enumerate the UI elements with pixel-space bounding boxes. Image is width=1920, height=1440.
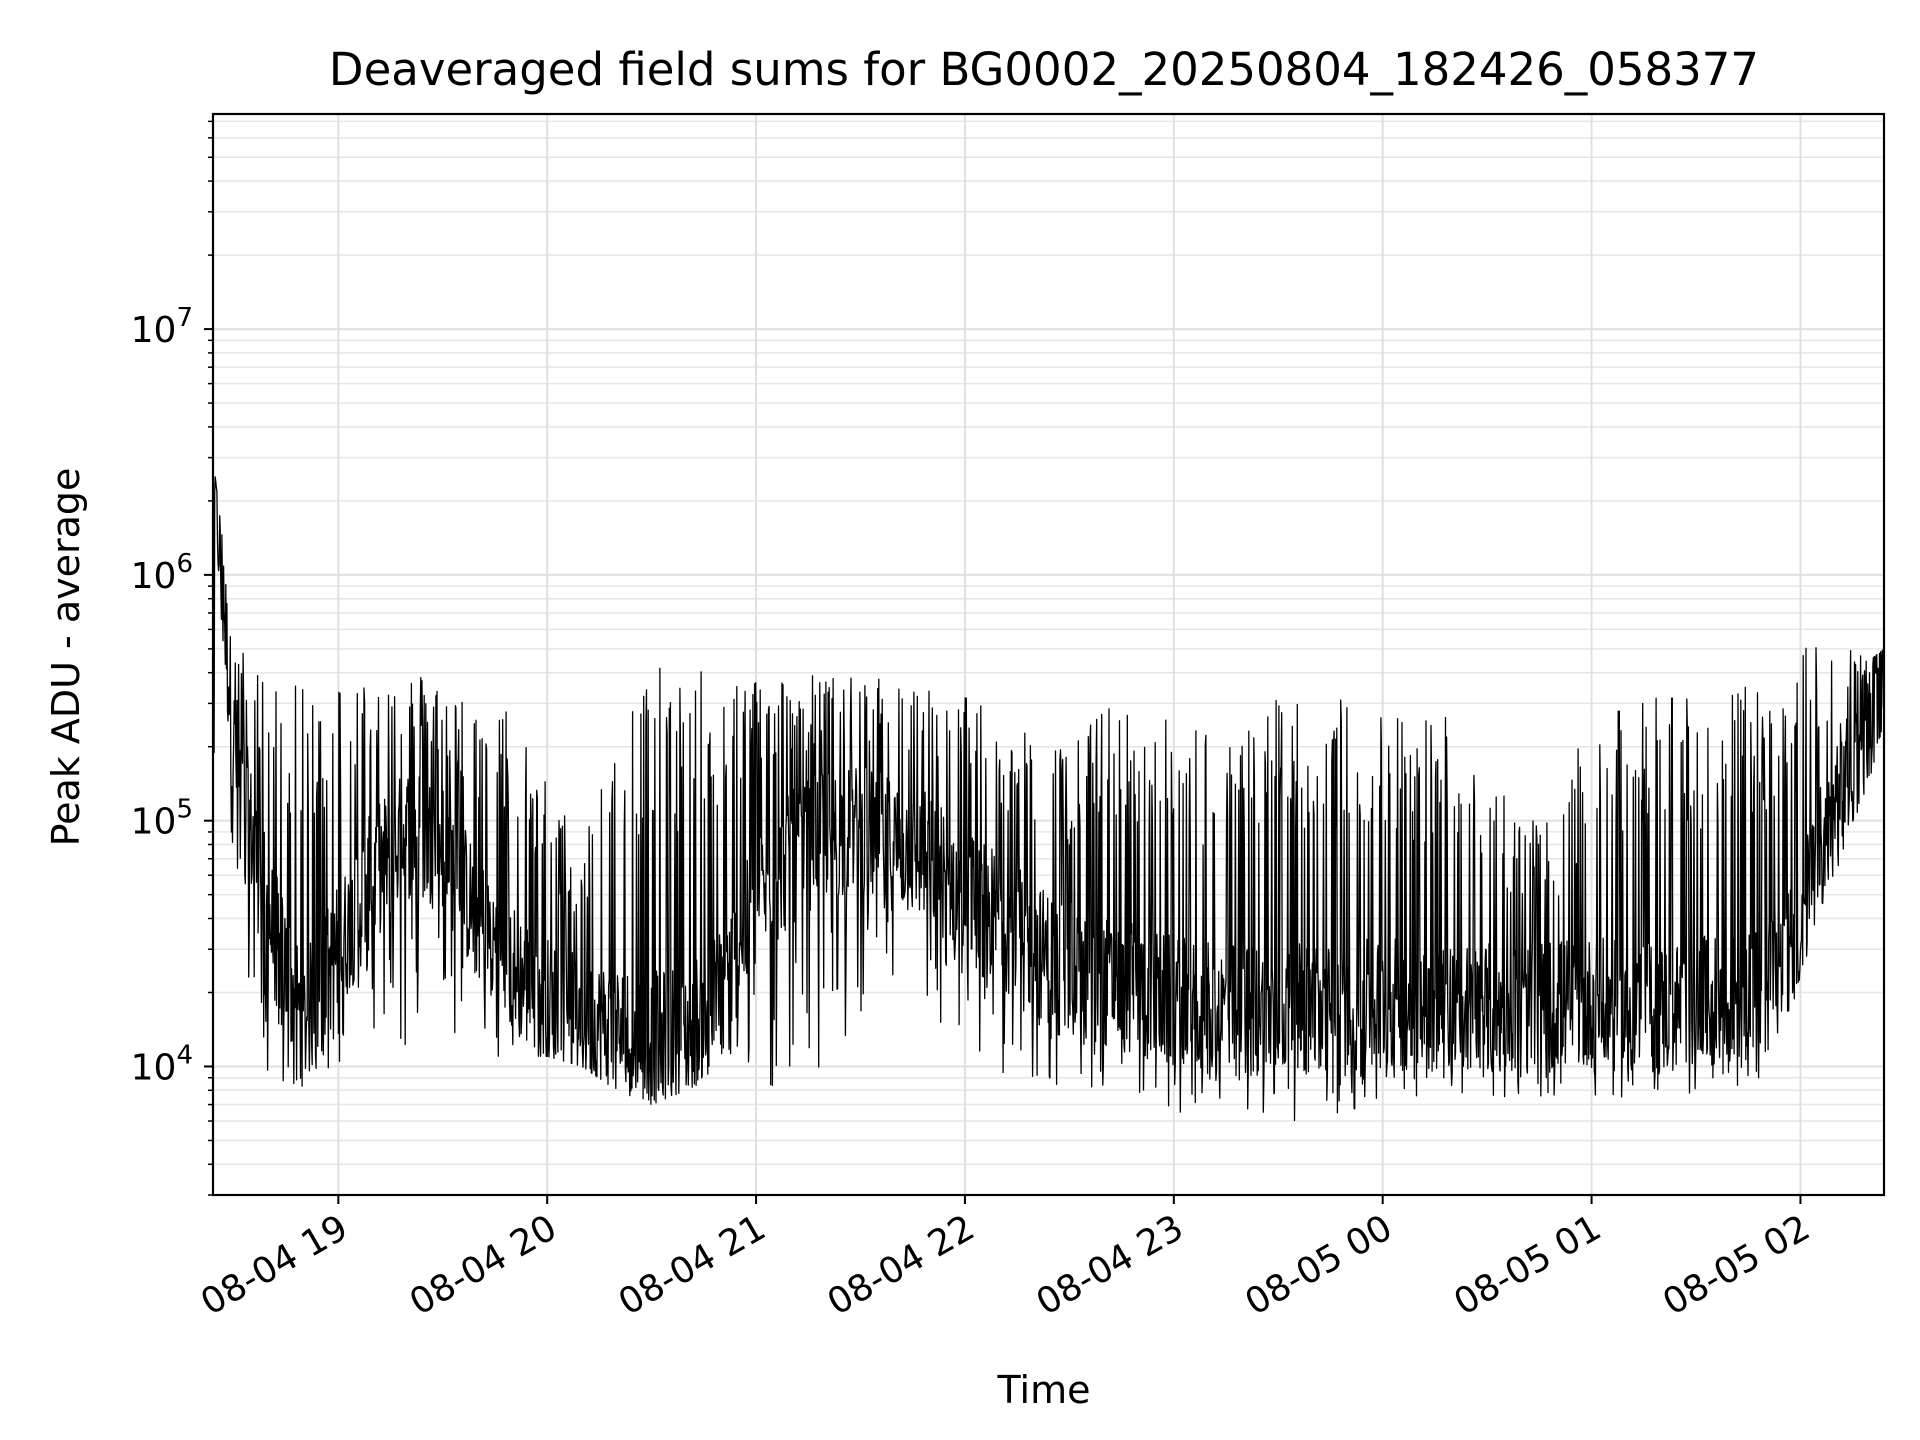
y-axis: 104 105 106 107	[131, 120, 213, 1196]
y-tick-label: 106	[131, 549, 193, 597]
grid-layer	[213, 114, 1884, 1196]
plot-frame	[211, 112, 1886, 1197]
x-axis-label: Time	[997, 1368, 1091, 1412]
y-tick-label: 104	[131, 1040, 193, 1088]
y-axis-label: Peak ADU - average	[44, 468, 88, 847]
series-line	[212, 457, 1885, 1122]
series-layer	[212, 457, 1885, 1122]
chart-title: Deaveraged field sums for BG0002_2025080…	[329, 43, 1759, 96]
y-tick-label: 107	[131, 303, 193, 351]
y-tick-label: 105	[131, 795, 193, 843]
